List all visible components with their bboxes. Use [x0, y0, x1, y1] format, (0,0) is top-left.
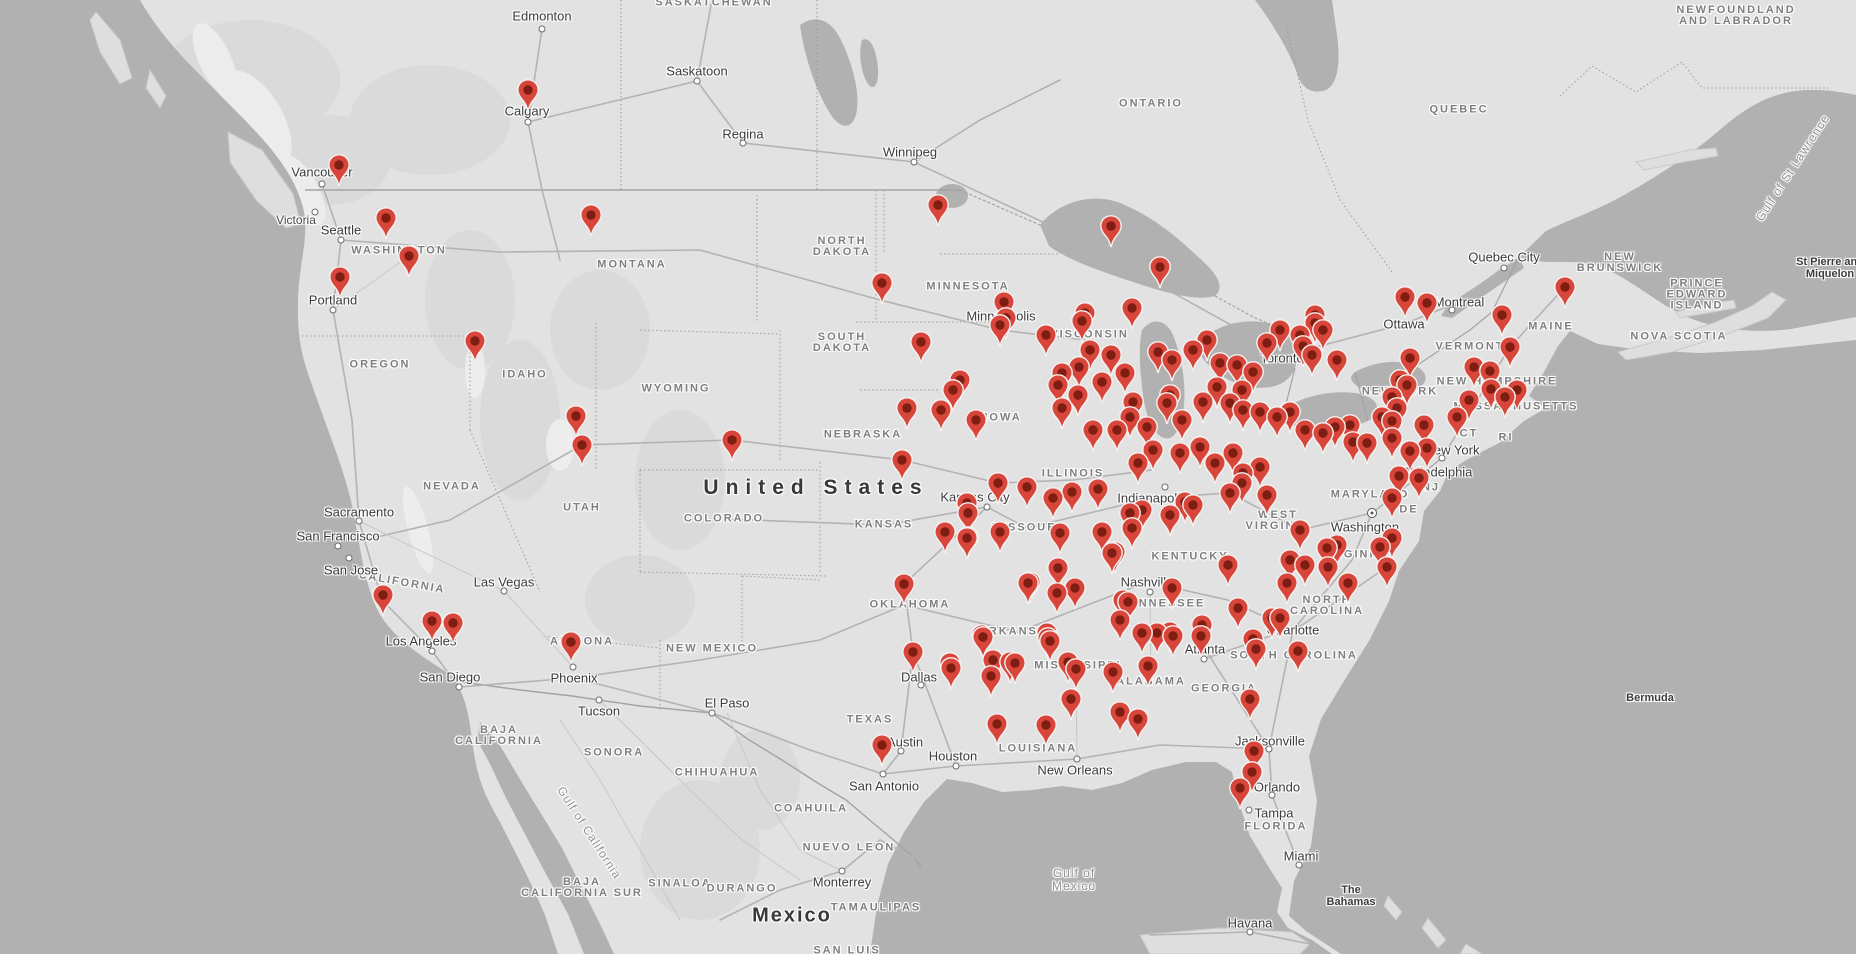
city-dot	[952, 762, 960, 770]
city-dot	[1500, 264, 1508, 272]
city-dot	[917, 681, 925, 689]
city-dot	[897, 747, 905, 755]
city-dot	[910, 158, 918, 166]
city-dot	[538, 25, 546, 33]
city-dot	[739, 139, 747, 147]
city-dot	[318, 180, 326, 188]
city-dot	[693, 77, 701, 85]
city-dot	[879, 770, 887, 778]
city-dot	[838, 867, 846, 875]
city-dot	[311, 208, 319, 216]
city-dot	[345, 554, 353, 562]
city-dot	[1268, 791, 1276, 799]
city-dot	[1245, 806, 1253, 814]
city-dot	[355, 517, 363, 525]
city-dot	[1200, 655, 1208, 663]
city-dot	[1161, 483, 1169, 491]
city-dot	[334, 542, 342, 550]
city-dot	[1438, 454, 1446, 462]
city-dot	[1073, 755, 1081, 763]
city-dot	[983, 503, 991, 511]
city-dot	[500, 587, 508, 595]
city-dot	[569, 663, 577, 671]
country-borders	[305, 189, 1520, 869]
city-dot	[455, 683, 463, 691]
city-dot	[524, 118, 532, 126]
city-dot	[595, 696, 603, 704]
state-borders	[302, 0, 1830, 712]
city-dot	[1265, 745, 1273, 753]
city-dot	[329, 306, 337, 314]
capital-dot	[1367, 508, 1377, 518]
mountain-highlights	[192, 23, 574, 574]
city-dot	[708, 709, 716, 717]
city-dot	[1146, 588, 1154, 596]
city-dot	[1295, 861, 1303, 869]
city-dot	[337, 236, 345, 244]
city-dot	[1246, 928, 1254, 936]
city-dot	[428, 647, 436, 655]
city-dot	[1448, 306, 1456, 314]
